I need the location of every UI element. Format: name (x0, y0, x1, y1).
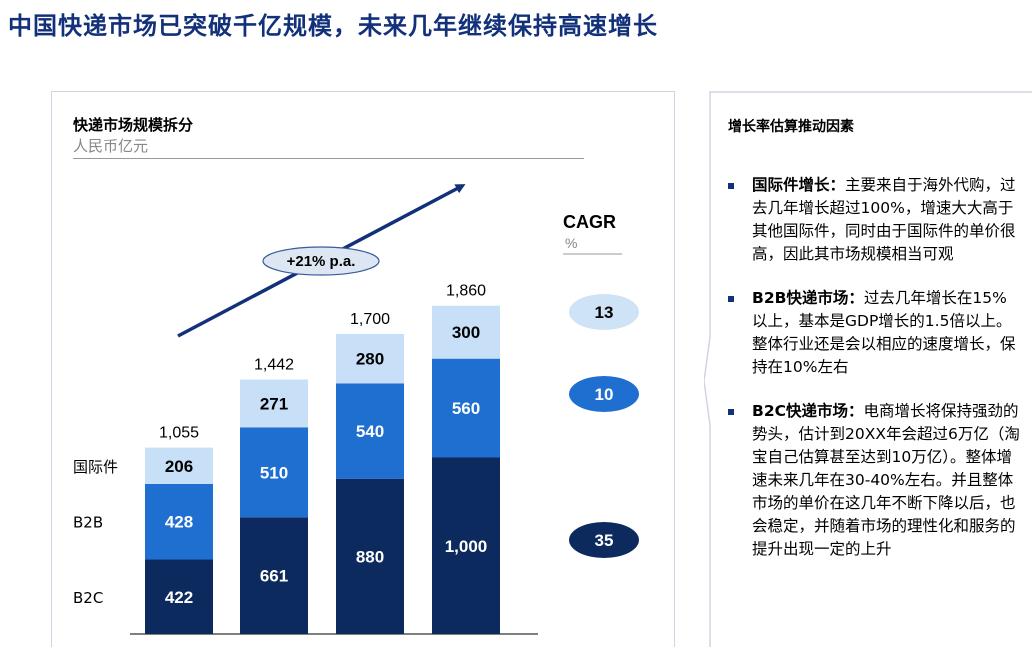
cagr-value: 10 (595, 385, 614, 404)
factor-head: B2C快递市场： (752, 402, 864, 420)
bar-value-label: 540 (356, 422, 384, 441)
factor-head: B2B快递市场： (752, 289, 864, 307)
bar-value-label: 560 (452, 399, 480, 418)
bar-segment-B2C-2 (336, 478, 404, 634)
factor-body: 过去几年增长在15%以上，基本是GDP增长的1.5倍以上。整体行业还是会以相应的… (752, 289, 1016, 376)
chart-title: 快递市场规模拆分 (73, 116, 194, 134)
page-title: 中国快递市场已突破千亿规模，未来几年继续保持高速增长 (8, 12, 658, 40)
factors-panel-border (704, 91, 1032, 647)
factor-list: 国际件增长：主要来自于海外代购，过去几年增长超过100%，增速大大高于其他国际件… (728, 174, 1020, 582)
bar-segment-国际件-1 (240, 379, 308, 428)
cagr-title: CAGR (563, 212, 616, 232)
bar-total-label: 1,700 (350, 311, 390, 328)
bar-value-label: 206 (165, 457, 193, 476)
bar-value-label: 880 (356, 547, 384, 566)
bullet-icon (728, 296, 734, 302)
bullet-icon (728, 183, 734, 189)
bar-segment-B2B-0 (145, 483, 213, 560)
legend-label-B2C: B2C (73, 589, 103, 607)
bar-segment-B2C-3 (432, 457, 500, 634)
cagr-badge-国际件 (569, 294, 639, 330)
factor-body: 电商增长将保持强劲的势头，估计到20XX年会超过6万亿（淘宝自己估算甚至达到10… (752, 402, 1020, 558)
bullet-icon (728, 409, 734, 415)
bar-value-label: 271 (260, 394, 288, 413)
factor-head: 国际件增长： (752, 176, 846, 194)
bar-segment-B2C-1 (240, 517, 308, 634)
factor-item-b2b: B2B快递市场：过去几年增长在15%以上，基本是GDP增长的1.5倍以上。整体行… (728, 287, 1020, 379)
cagr-unit: % (565, 235, 577, 251)
growth-annotation-label: +21% p.a. (287, 253, 356, 270)
bar-segment-国际件-2 (336, 333, 404, 384)
bar-total-label: 1,860 (446, 283, 486, 300)
bar-segment-B2B-1 (240, 427, 308, 518)
bar-segment-B2B-3 (432, 358, 500, 458)
bar-value-label: 280 (356, 350, 384, 369)
bar-value-label: 1,000 (445, 537, 488, 556)
cagr-value: 35 (595, 531, 614, 550)
bar-value-label: 510 (260, 463, 288, 482)
chart-unit: 人民币亿元 (73, 137, 149, 155)
bar-segment-国际件-3 (432, 305, 500, 359)
chart-panel (51, 91, 675, 647)
chart-title-rule (73, 158, 584, 159)
cagr-value: 13 (595, 303, 614, 322)
cagr-badge-B2C (569, 522, 639, 558)
factor-item-b2c: B2C快递市场：电商增长将保持强劲的势头，估计到20XX年会超过6万亿（淘宝自己… (728, 400, 1020, 561)
cagr-badge-B2B (569, 376, 639, 412)
factors-title: 增长率估算推动因素 (728, 119, 854, 135)
bar-segment-B2B-2 (336, 383, 404, 479)
legend-label-国际件: 国际件 (73, 458, 118, 476)
bar-value-label: 300 (452, 323, 480, 342)
bar-value-label: 428 (165, 513, 193, 532)
growth-annotation: +21% p.a. (262, 246, 380, 276)
bar-value-label: 422 (165, 588, 193, 607)
factor-item-international: 国际件增长：主要来自于海外代购，过去几年增长超过100%，增速大大高于其他国际件… (728, 174, 1020, 266)
bar-total-label: 1,055 (159, 425, 199, 442)
bar-total-label: 1,442 (254, 356, 294, 373)
legend-label-B2B: B2B (73, 514, 103, 532)
bar-segment-B2C-0 (145, 559, 213, 634)
factor-body: 主要来自于海外代购，过去几年增长超过100%，增速大大高于其他国际件，同时由于国… (752, 176, 1016, 263)
factors-panel (704, 91, 1032, 647)
bar-value-label: 661 (260, 567, 288, 586)
bar-segment-国际件-0 (145, 447, 213, 484)
